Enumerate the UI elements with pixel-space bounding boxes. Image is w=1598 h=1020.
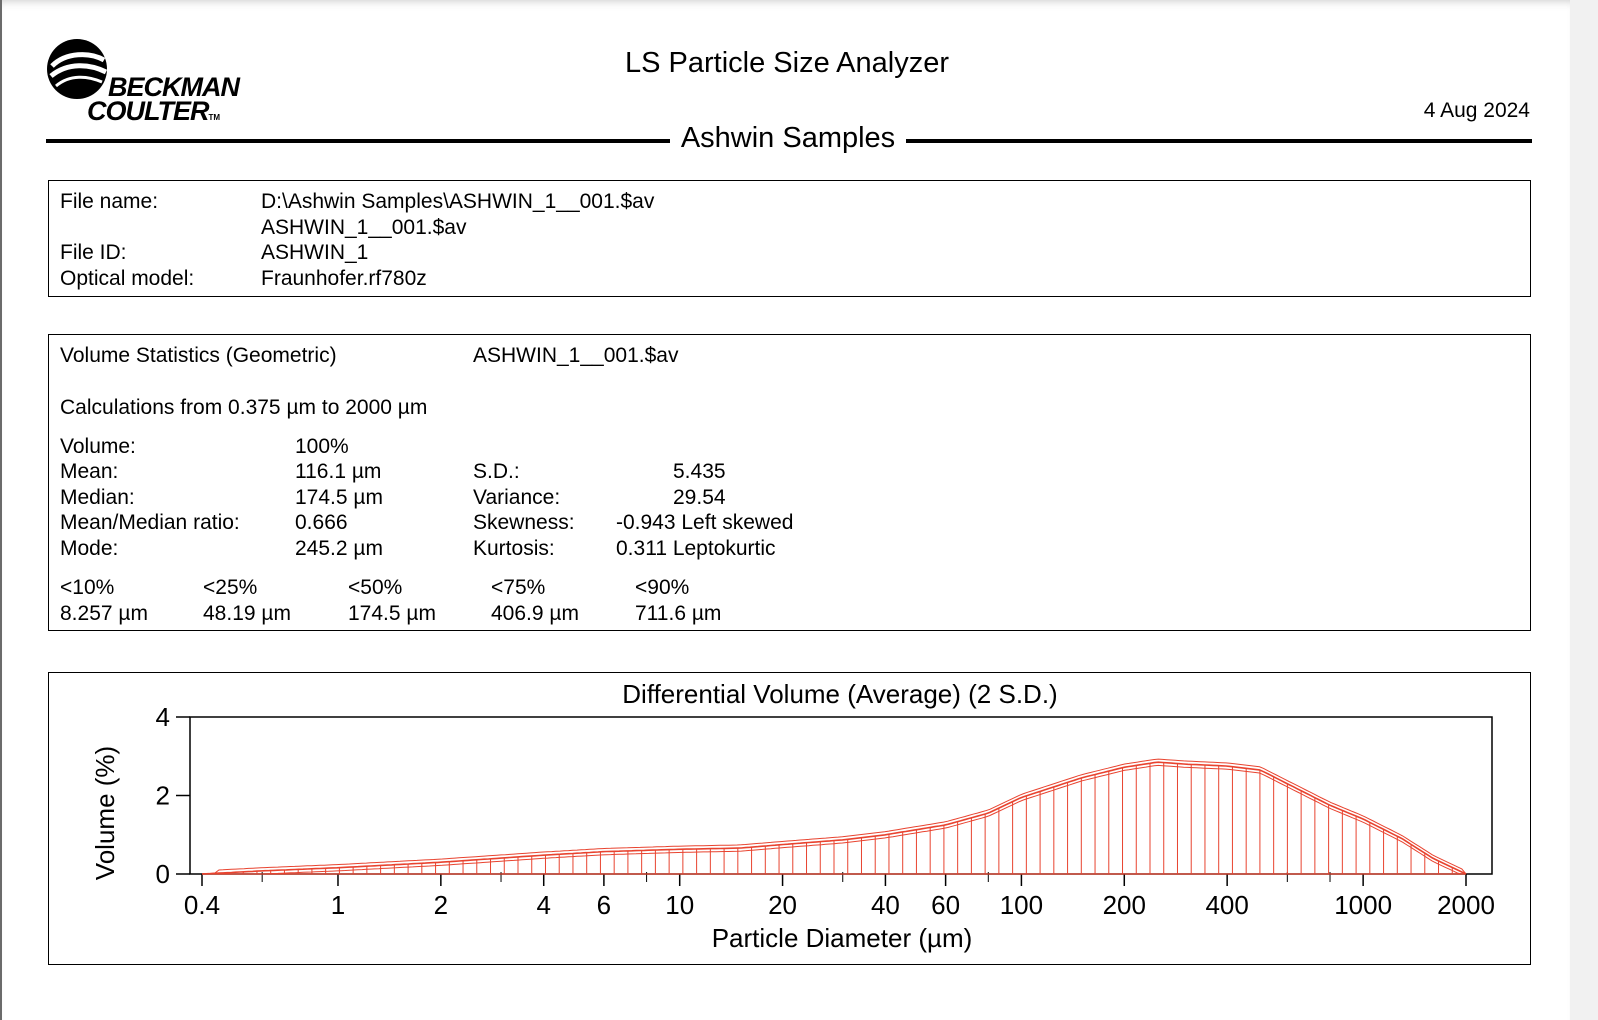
- percentile-label: <90%: [635, 576, 690, 599]
- percentile-label: <75%: [491, 576, 546, 599]
- y-axis-label: Volume (%): [90, 746, 120, 880]
- series-sd-band-line: [201, 758, 1467, 875]
- mean-median-ratio-label: Mean/Median ratio:: [60, 511, 240, 534]
- file-name-label: File name:: [60, 190, 159, 213]
- x-tick-label: 1000: [1334, 890, 1392, 920]
- x-tick-label: 60: [931, 890, 960, 920]
- kurtosis-label: Kurtosis:: [473, 537, 555, 560]
- kurtosis-value: 0.311 Leptokurtic: [616, 537, 776, 560]
- x-tick-label: 20: [768, 890, 797, 920]
- logo-text-beckman: BECKMAN: [108, 72, 240, 102]
- x-tick-label: 0.4: [184, 890, 220, 920]
- percentile-value: 48.19 µm: [203, 602, 291, 625]
- mean-median-ratio-value: 0.666: [295, 511, 348, 534]
- percentile-label: <50%: [348, 576, 403, 599]
- section-title: Ashwin Samples: [670, 122, 906, 155]
- mean-label: Mean:: [60, 460, 119, 483]
- logo-globe-icon: [47, 39, 108, 99]
- x-axis-label: Particle Diameter (µm): [712, 923, 973, 953]
- stats-heading: Volume Statistics (Geometric): [60, 344, 337, 367]
- sd-value: 5.435: [673, 460, 726, 483]
- skewness-value: -0.943 Left skewed: [616, 511, 794, 534]
- percentile-label: <10%: [60, 576, 115, 599]
- x-tick-label: 1: [331, 890, 345, 920]
- x-tick-label: 40: [871, 890, 900, 920]
- percentile-value: 406.9 µm: [491, 602, 579, 625]
- calc-range: Calculations from 0.375 µm to 2000 µm: [60, 396, 428, 419]
- variance-value: 29.54: [673, 486, 726, 509]
- median-label: Median:: [60, 486, 135, 509]
- file-name-value-short: ASHWIN_1__001.$av: [261, 216, 467, 239]
- logo-trademark: TM: [208, 113, 221, 122]
- report-date: 4 Aug 2024: [1423, 99, 1530, 122]
- beckman-coulter-logo: BECKMAN COULTERTM: [46, 38, 246, 126]
- x-tick-label: 6: [597, 890, 611, 920]
- file-info-box: File name: D:\Ashwin Samples\ASHWIN_1__0…: [48, 180, 1531, 297]
- x-tick-label: 200: [1103, 890, 1146, 920]
- percentile-label: <25%: [203, 576, 258, 599]
- x-tick-label: 400: [1205, 890, 1248, 920]
- percentile-value: 8.257 µm: [60, 602, 148, 625]
- optical-model-value: Fraunhofer.rf780z: [261, 267, 427, 290]
- logo-text-coulter: COULTERTM: [87, 96, 221, 126]
- x-tick-label: 4: [536, 890, 550, 920]
- y-tick-label: 4: [156, 702, 170, 732]
- stats-heading-file: ASHWIN_1__001.$av: [473, 344, 679, 367]
- skewness-label: Skewness:: [473, 511, 575, 534]
- sd-label: S.D.:: [473, 460, 520, 483]
- x-tick-label: 100: [1000, 890, 1043, 920]
- mode-value: 245.2 µm: [295, 537, 383, 560]
- mode-label: Mode:: [60, 537, 119, 560]
- variance-label: Variance:: [473, 486, 561, 509]
- volume-label: Volume:: [60, 435, 136, 458]
- series-average-line: [201, 761, 1467, 875]
- file-name-value: D:\Ashwin Samples\ASHWIN_1__001.$av: [261, 190, 655, 213]
- volume-statistics-box: Volume Statistics (Geometric) ASHWIN_1__…: [48, 334, 1531, 631]
- chart-title: Differential Volume (Average) (2 S.D.): [622, 679, 1057, 709]
- y-tick-label: 0: [156, 859, 170, 889]
- plot-frame: [189, 716, 1493, 875]
- median-value: 174.5 µm: [295, 486, 383, 509]
- chart-box: [48, 672, 1531, 965]
- mean-value: 116.1 µm: [295, 460, 382, 483]
- y-tick-label: 2: [156, 781, 170, 811]
- optical-model-label: Optical model:: [60, 267, 195, 290]
- series-sd-band-line: [201, 764, 1466, 875]
- x-tick-label: 10: [665, 890, 694, 920]
- file-id-label: File ID:: [60, 241, 127, 264]
- x-tick-label: 2: [434, 890, 448, 920]
- volume-value: 100%: [295, 435, 349, 458]
- app-title: LS Particle Size Analyzer: [625, 47, 949, 79]
- file-id-value: ASHWIN_1: [261, 241, 369, 264]
- percentile-value: 174.5 µm: [348, 602, 436, 625]
- percentile-value: 711.6 µm: [635, 602, 722, 625]
- x-tick-label: 2000: [1437, 890, 1495, 920]
